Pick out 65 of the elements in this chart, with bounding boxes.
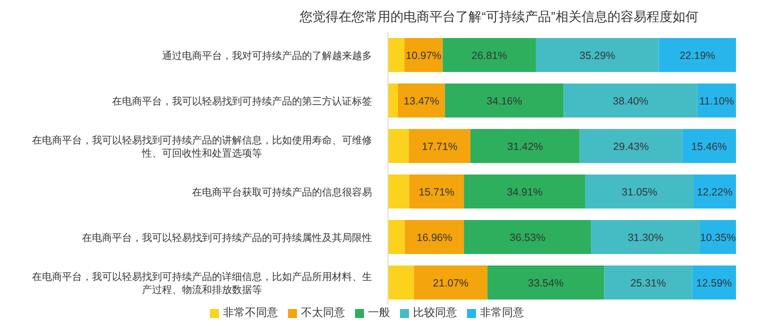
data-label: 25.31% xyxy=(630,278,666,290)
legend-label: 非常同意 xyxy=(480,307,524,319)
bar xyxy=(409,174,464,208)
bar xyxy=(470,129,580,163)
data-label: 35.29% xyxy=(580,50,616,62)
bar xyxy=(404,220,464,254)
data-label: 31.42% xyxy=(507,141,543,153)
bar xyxy=(536,38,659,72)
data-label: 22.19% xyxy=(680,50,716,62)
data-label: 12.22% xyxy=(696,186,733,198)
bar xyxy=(591,220,700,254)
data-label: 31.05% xyxy=(622,186,658,198)
data-label: 17.71% xyxy=(422,141,458,153)
data-label: 34.16% xyxy=(486,96,522,108)
data-label: 33.54% xyxy=(528,278,564,290)
bar xyxy=(388,220,405,254)
bar xyxy=(564,84,698,118)
legend-label: 比较同意 xyxy=(413,307,457,319)
y-tick-label: 在电商平台，我可以轻易找到可持续产品的详细信息，比如产品所用材料、生产过程、物流和排放数据等 xyxy=(32,270,372,296)
y-tick-label: 在电商平台，我可以轻易找到可持续产品的可持续属性及其局限性 xyxy=(82,232,372,244)
bar xyxy=(388,38,404,72)
bar xyxy=(388,84,398,118)
data-label: 15.71% xyxy=(418,186,454,198)
legend-label: 非常不同意 xyxy=(223,307,278,319)
bar xyxy=(414,266,488,300)
bar xyxy=(585,174,694,208)
data-label: 15.46% xyxy=(691,141,727,153)
data-label: 26.81% xyxy=(472,50,508,62)
bar xyxy=(604,266,692,300)
bar xyxy=(487,266,604,300)
chart-title: 您觉得在您常用的电商平台了解“可持续产品”相关信息的容易程度如何 xyxy=(298,8,700,26)
data-label: 34.91% xyxy=(506,186,542,198)
bar xyxy=(388,129,409,163)
data-label: 16.96% xyxy=(416,232,452,244)
bar xyxy=(658,38,736,72)
bar xyxy=(682,129,736,163)
bar xyxy=(408,129,470,163)
bar xyxy=(693,174,736,208)
data-label: 13.47% xyxy=(404,96,440,108)
bar xyxy=(398,84,445,118)
data-label: 38.40% xyxy=(612,96,648,108)
y-tick-label: 在电商平台，我可以轻易找到可持续产品的第三方认证标签 xyxy=(112,95,372,108)
bar xyxy=(580,129,682,163)
bar xyxy=(388,266,414,300)
legend-label: 一般 xyxy=(368,307,390,319)
data-label: 29.43% xyxy=(613,141,649,153)
data-label: 11.10% xyxy=(699,96,734,108)
data-label: 31.30% xyxy=(628,232,664,244)
bar xyxy=(404,38,443,72)
bar xyxy=(444,84,564,118)
data-label: 10.97% xyxy=(406,50,442,62)
bar xyxy=(464,174,586,208)
data-label: 36.53% xyxy=(510,232,546,244)
bar xyxy=(692,266,736,300)
y-tick-label: 在电商平台获取可持续产品的信息很容易 xyxy=(192,186,372,198)
bar xyxy=(388,174,410,208)
bar xyxy=(464,220,592,254)
y-tick-label: 通过电商平台，我对可持续产品的了解越来越多 xyxy=(162,50,372,62)
y-tick-label: 在电商平台，我可以轻易找到可持续产品的讲解信息，比如使用寿命、可维修性、可回收性和处置选项等 xyxy=(32,134,372,160)
data-label: 12.59% xyxy=(696,278,732,290)
legend-label: 不太同意 xyxy=(301,307,345,319)
data-label: 21.07% xyxy=(432,278,469,290)
bar xyxy=(697,84,736,118)
data-label: 10.35% xyxy=(700,232,736,244)
bar xyxy=(442,38,536,72)
